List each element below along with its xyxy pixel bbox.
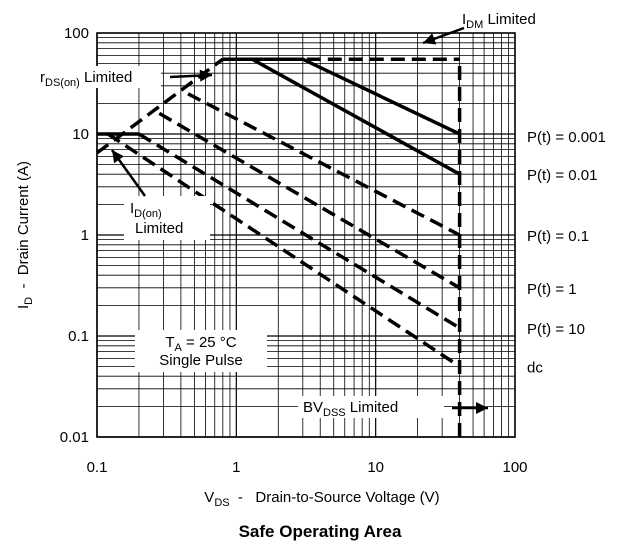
series-p-t-0-001 [226,57,461,136]
rds-label-bg [37,66,161,88]
id-on-limited-label: ID(on) [130,200,162,220]
x-tick-label-0-1: 0.1 [87,459,108,476]
x-tick-label-10: 10 [367,459,384,476]
x-tick-label-1: 1 [232,459,240,476]
idm-arrow-head [423,33,437,45]
curve-label-bg [523,317,611,340]
curve-labels: P(t) = 0.001 P(t) = 0.01 P(t) = 0.1 P(t) = … [523,125,634,378]
plot-frame [96,32,516,438]
y-tick-label-10: 10 [72,126,89,143]
curve-label-p-t-0-001: P(t) = 0.001 [527,129,606,146]
series-p-t-1 [158,111,461,290]
curve-label-bg [523,163,628,186]
rds-on-limited-label: rDS(on) Limited [40,69,132,89]
annotations: IDM Limited rDS(on) Limited ID(on)Limited T… [37,6,558,419]
single-pulse-label: Single Pulse [159,352,242,369]
ta-label: TA = 25 °C [165,334,236,354]
idm-limited-label: IDM Limited [462,11,536,31]
bvdss-limited-label: BVDSS Limited [303,399,398,419]
curve-label-p-t-10: P(t) = 10 [527,321,585,338]
curve-label-bg [523,224,619,246]
series-p-t-0-1 [187,92,461,237]
y-tick-label-1: 1 [81,227,89,244]
y-tick-label-100: 100 [64,25,89,42]
bvdss-arrow-head [476,402,488,414]
curve-label-bg [523,355,551,378]
x-tick-label-100: 100 [502,459,527,476]
idon-arrow-head [112,150,124,164]
curve-label-p-t-1: P(t) = 1 [527,281,577,298]
idon-label-bg [124,196,210,240]
plot-border [96,32,516,438]
x-axis-label: VDS - Drain-to-Source Voltage (V) [204,489,439,509]
y-tick-label-0-1: 0.1 [68,328,89,345]
curve-label-p-t-0-1: P(t) = 0.1 [527,228,589,245]
ta-label-bg [135,330,267,372]
idm-label-bg [458,6,558,30]
bvdss-label-bg [298,396,444,418]
id-on-limited-label-line2: Limited [135,220,183,237]
series-dc [107,132,461,368]
curve-label-dc: dc [527,359,543,376]
y-axis-label: ID - Drain Current (A) [15,161,35,309]
y-tick-label-0-01: 0.01 [60,429,89,446]
chart-title: Safe Operating Area [239,522,402,541]
curve-label-bg [523,125,634,148]
curve-label-p-t-0-01: P(t) = 0.01 [527,167,597,184]
tick-labels: 0.1 1 10 100 100 10 1 0.1 0.01 [60,25,528,476]
curve-label-bg [523,276,602,299]
grid [96,33,515,438]
rds-arrow-head [199,69,212,82]
